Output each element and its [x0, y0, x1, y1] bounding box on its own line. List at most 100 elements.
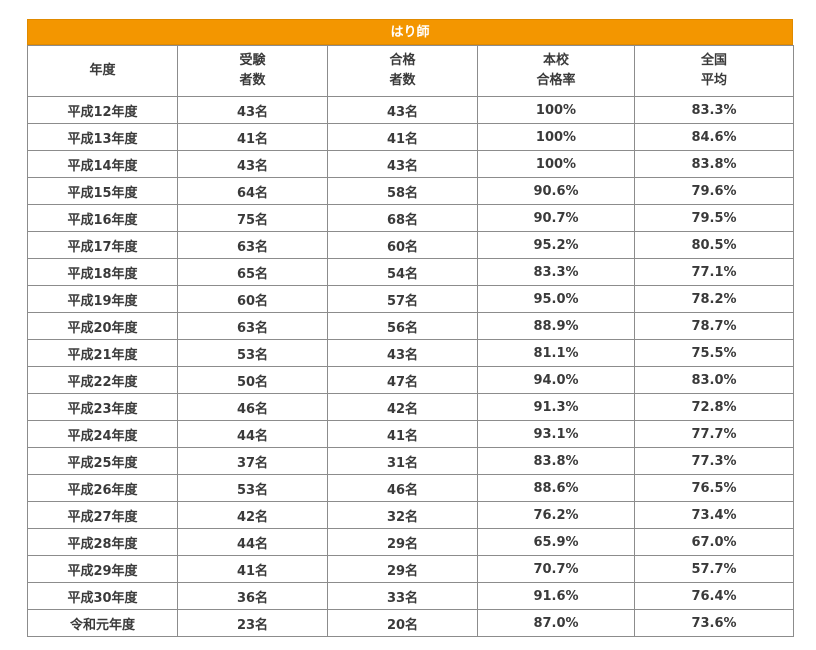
cell-year: 令和元年度 — [27, 609, 178, 637]
cell-national-average: 73.4% — [634, 501, 794, 529]
table-row: 平成14年度 43名 43名 100% 83.8% — [27, 150, 794, 178]
table-row: 平成17年度 63名 60名 95.2% 80.5% — [27, 231, 794, 259]
cell-passers: 43名 — [327, 150, 478, 178]
cell-year: 平成17年度 — [27, 231, 178, 259]
cell-national-average: 78.2% — [634, 285, 794, 313]
cell-national-average: 79.6% — [634, 177, 794, 205]
results-table: 年度 受験 者数 合格 者数 本校 合格率 全国 平均 — [27, 45, 794, 637]
cell-school-rate: 91.6% — [477, 582, 635, 610]
cell-passers: 68名 — [327, 204, 478, 232]
cell-examinees: 44名 — [177, 420, 328, 448]
header-school-rate-line2: 合格率 — [536, 73, 576, 88]
cell-national-average: 77.1% — [634, 258, 794, 286]
cell-examinees: 63名 — [177, 231, 328, 259]
header-national-average: 全国 平均 — [634, 45, 794, 97]
cell-school-rate: 100% — [477, 150, 635, 178]
cell-national-average: 83.0% — [634, 366, 794, 394]
cell-year: 平成14年度 — [27, 150, 178, 178]
cell-year: 平成16年度 — [27, 204, 178, 232]
cell-passers: 31名 — [327, 447, 478, 475]
cell-examinees: 75名 — [177, 204, 328, 232]
cell-examinees: 41名 — [177, 123, 328, 151]
cell-national-average: 57.7% — [634, 555, 794, 583]
table-row: 平成22年度 50名 47名 94.0% 83.0% — [27, 366, 794, 394]
cell-examinees: 42名 — [177, 501, 328, 529]
cell-passers: 32名 — [327, 501, 478, 529]
table-row: 平成13年度 41名 41名 100% 84.6% — [27, 123, 794, 151]
cell-passers: 60名 — [327, 231, 478, 259]
header-passers: 合格 者数 — [327, 45, 478, 97]
cell-national-average: 83.8% — [634, 150, 794, 178]
cell-school-rate: 90.6% — [477, 177, 635, 205]
header-national-line1: 全国 — [700, 53, 727, 68]
cell-passers: 43名 — [327, 96, 478, 124]
cell-examinees: 50名 — [177, 366, 328, 394]
table-row: 平成16年度 75名 68名 90.7% 79.5% — [27, 204, 794, 232]
cell-school-rate: 65.9% — [477, 528, 635, 556]
cell-examinees: 36名 — [177, 582, 328, 610]
cell-year: 平成19年度 — [27, 285, 178, 313]
cell-examinees: 41名 — [177, 555, 328, 583]
cell-passers: 41名 — [327, 123, 478, 151]
cell-passers: 29名 — [327, 555, 478, 583]
cell-national-average: 84.6% — [634, 123, 794, 151]
cell-examinees: 43名 — [177, 96, 328, 124]
table-row: 平成26年度 53名 46名 88.6% 76.5% — [27, 474, 794, 502]
header-year-label: 年度 — [89, 63, 116, 78]
cell-passers: 47名 — [327, 366, 478, 394]
header-school-rate-line1: 本校 — [542, 53, 569, 68]
cell-year: 平成25年度 — [27, 447, 178, 475]
cell-national-average: 67.0% — [634, 528, 794, 556]
table-row: 平成20年度 63名 56名 88.9% 78.7% — [27, 312, 794, 340]
cell-school-rate: 88.9% — [477, 312, 635, 340]
cell-examinees: 46名 — [177, 393, 328, 421]
cell-year: 平成23年度 — [27, 393, 178, 421]
header-row: 年度 受験 者数 合格 者数 本校 合格率 全国 平均 — [27, 45, 794, 97]
cell-school-rate: 87.0% — [477, 609, 635, 637]
table-row: 令和元年度 23名 20名 87.0% 73.6% — [27, 609, 794, 637]
cell-passers: 54名 — [327, 258, 478, 286]
cell-year: 平成26年度 — [27, 474, 178, 502]
cell-national-average: 79.5% — [634, 204, 794, 232]
cell-year: 平成15年度 — [27, 177, 178, 205]
cell-national-average: 78.7% — [634, 312, 794, 340]
cell-school-rate: 100% — [477, 96, 635, 124]
header-examinees: 受験 者数 — [177, 45, 328, 97]
table-title: はり師 — [27, 19, 793, 45]
header-passers-line1: 合格 — [389, 53, 416, 68]
cell-passers: 46名 — [327, 474, 478, 502]
cell-year: 平成28年度 — [27, 528, 178, 556]
table-row: 平成15年度 64名 58名 90.6% 79.6% — [27, 177, 794, 205]
cell-year: 平成13年度 — [27, 123, 178, 151]
cell-national-average: 76.5% — [634, 474, 794, 502]
cell-examinees: 65名 — [177, 258, 328, 286]
table-row: 平成19年度 60名 57名 95.0% 78.2% — [27, 285, 794, 313]
cell-passers: 20名 — [327, 609, 478, 637]
cell-national-average: 80.5% — [634, 231, 794, 259]
cell-school-rate: 90.7% — [477, 204, 635, 232]
cell-year: 平成29年度 — [27, 555, 178, 583]
cell-national-average: 83.3% — [634, 96, 794, 124]
cell-school-rate: 76.2% — [477, 501, 635, 529]
cell-school-rate: 94.0% — [477, 366, 635, 394]
cell-examinees: 63名 — [177, 312, 328, 340]
cell-national-average: 75.5% — [634, 339, 794, 367]
cell-school-rate: 88.6% — [477, 474, 635, 502]
cell-school-rate: 95.0% — [477, 285, 635, 313]
cell-examinees: 60名 — [177, 285, 328, 313]
cell-examinees: 44名 — [177, 528, 328, 556]
cell-year: 平成12年度 — [27, 96, 178, 124]
table-row: 平成28年度 44名 29名 65.9% 67.0% — [27, 528, 794, 556]
table-body: 平成12年度 43名 43名 100% 83.3% 平成13年度 41名 41名… — [27, 96, 794, 637]
cell-passers: 56名 — [327, 312, 478, 340]
cell-school-rate: 83.3% — [477, 258, 635, 286]
cell-school-rate: 81.1% — [477, 339, 635, 367]
table-row: 平成27年度 42名 32名 76.2% 73.4% — [27, 501, 794, 529]
header-examinees-line1: 受験 — [239, 53, 266, 68]
cell-year: 平成21年度 — [27, 339, 178, 367]
cell-passers: 58名 — [327, 177, 478, 205]
cell-school-rate: 70.7% — [477, 555, 635, 583]
header-passers-line2: 者数 — [389, 73, 416, 88]
cell-year: 平成20年度 — [27, 312, 178, 340]
cell-year: 平成30年度 — [27, 582, 178, 610]
